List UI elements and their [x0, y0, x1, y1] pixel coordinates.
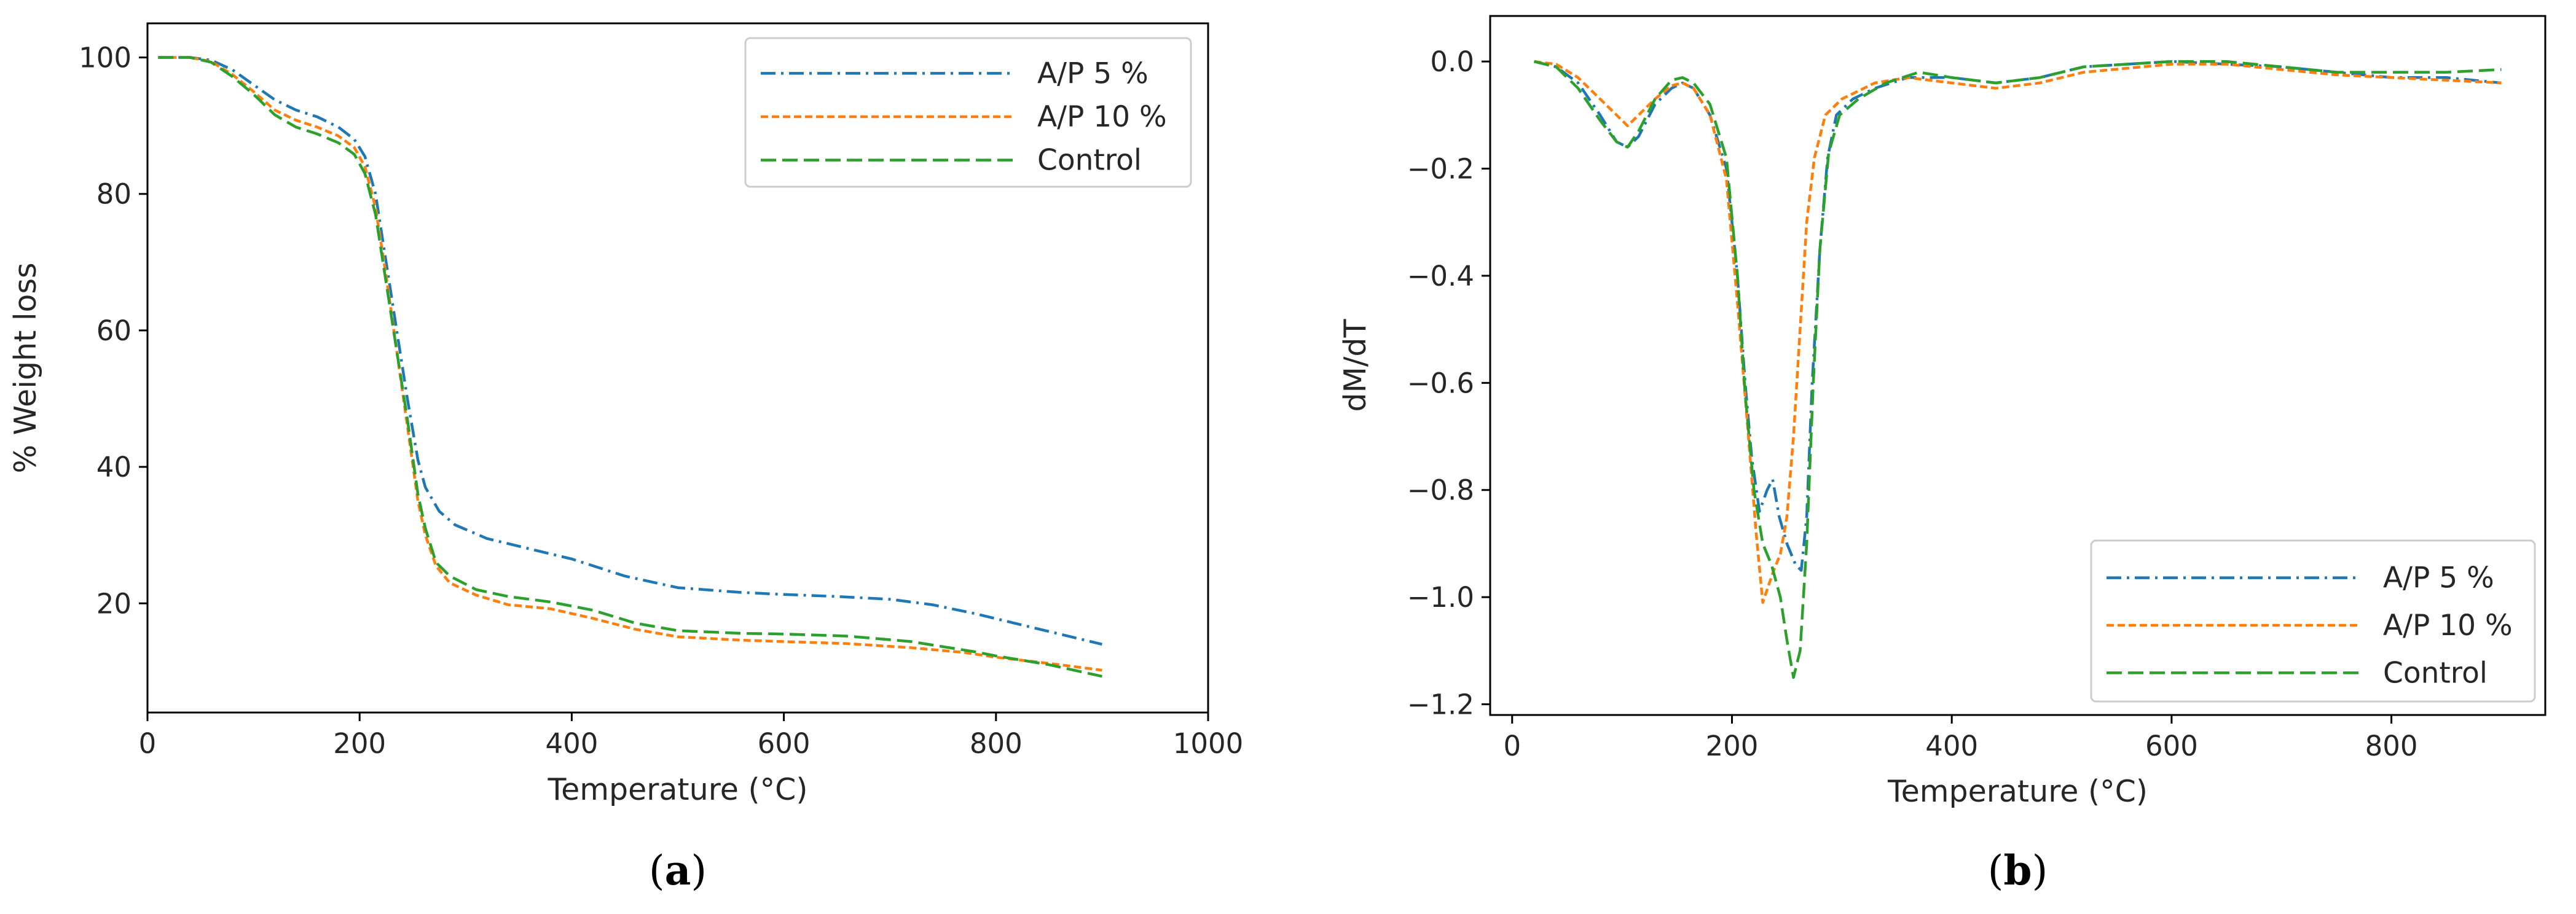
x-tick-label: 400	[545, 727, 598, 760]
chart-panel-b: 0 200 400 600 800 0.0 −0.2 −0.4 −0.6 −0.8 −1.0 −1.2…	[1338, 15, 2547, 894]
axes-frame	[1489, 15, 2547, 716]
panel-label: (a)	[649, 846, 707, 894]
panel-label-letter: a	[665, 846, 691, 894]
y-axis-label: dM/dT	[1338, 318, 1373, 412]
series-line-a-p-10	[1534, 60, 2502, 604]
panel-label-close: )	[2032, 847, 2048, 894]
axes-frame	[146, 22, 1209, 714]
series-line-a-p-10	[158, 56, 1102, 672]
x-tick-label: 600	[758, 727, 811, 760]
legend-label: Control	[1037, 144, 1142, 178]
chart-panel-a: 0 200 400 600 800 1000 20 40 60 80 100 Temperature …	[8, 22, 1244, 894]
y-tick-label: −0.4	[1407, 260, 1474, 292]
legend-label: A/P 10 %	[2383, 609, 2513, 643]
series-line-a-p-5	[158, 56, 1102, 646]
x-tick-label: 1000	[1173, 727, 1244, 760]
y-tick-label: −1.2	[1407, 689, 1474, 721]
x-tick-label: 600	[2145, 730, 2198, 762]
panel-label-letter: b	[2003, 846, 2032, 894]
plot-area	[158, 56, 1102, 678]
y-tick-label: 60	[96, 314, 132, 347]
series-line-control	[1533, 60, 2502, 679]
legend: A/P 5 % A/P 10 % Control	[744, 37, 1192, 188]
legend-label: A/P 5 %	[2383, 561, 2494, 595]
legend-label: A/P 10 %	[1037, 100, 1167, 134]
panel-label-open: (	[649, 847, 665, 894]
x-tick-label: 0	[139, 727, 157, 760]
legend: A/P 5 % A/P 10 % Control	[2090, 539, 2536, 703]
x-axis-label: Temperature (°C)	[548, 772, 808, 807]
legend-box	[2090, 539, 2536, 703]
x-axis-label: Temperature (°C)	[1887, 774, 2148, 809]
x-tick-label: 400	[1925, 730, 1978, 762]
x-tick-label: 800	[970, 727, 1023, 760]
y-tick-label: 0.0	[1430, 45, 1474, 78]
y-axis-label: % Weight loss	[8, 262, 43, 473]
x-tick-label: 0	[1503, 730, 1521, 762]
series-line-a-p-5	[1533, 60, 2502, 572]
y-tick-label: −0.2	[1407, 153, 1474, 186]
y-tick-label: −0.8	[1407, 474, 1474, 507]
legend-label: A/P 5 %	[1037, 57, 1149, 90]
legend-box	[744, 37, 1192, 188]
panel-label: (b)	[1988, 846, 2048, 894]
y-tick-label: 80	[96, 178, 132, 211]
panel-label-close: )	[691, 847, 707, 894]
series-line-control	[158, 56, 1102, 678]
plot-area	[1533, 60, 2502, 679]
y-tick-label: −1.0	[1407, 581, 1474, 614]
y-tick-label: 20	[96, 587, 132, 620]
y-tick-label: 100	[79, 42, 132, 74]
x-tick-label: 200	[1706, 730, 1759, 762]
panel-label-open: (	[1988, 847, 2004, 894]
x-tick-label: 800	[2365, 730, 2418, 762]
x-tick-label: 200	[333, 727, 386, 760]
y-tick-label: −0.6	[1407, 367, 1474, 399]
legend-label: Control	[2383, 656, 2488, 690]
y-tick-label: 40	[96, 451, 132, 483]
